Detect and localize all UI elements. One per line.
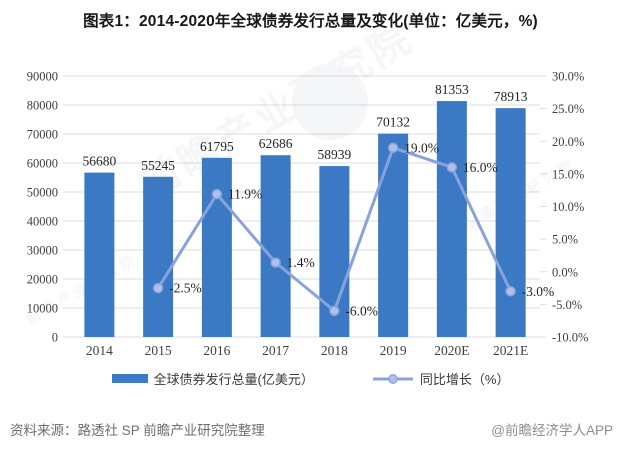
- bar-2017: [260, 155, 291, 337]
- x-axis-label: 2014: [86, 343, 113, 358]
- line-series-swatch: [372, 373, 413, 384]
- left-axis-label: 0: [52, 331, 58, 345]
- chart-legend: 全球债券发行总量(亿美元） 同比增长（%）: [0, 369, 621, 388]
- bar-value-label: 81353: [435, 82, 469, 97]
- right-axis-label: 30.0%: [552, 70, 584, 84]
- left-axis-label: 70000: [27, 128, 58, 142]
- line-point-label: -6.0%: [345, 303, 378, 318]
- x-axis-label: 2015: [145, 343, 172, 358]
- bar-value-label: 58939: [318, 147, 352, 162]
- bar-value-label: 78913: [494, 89, 528, 104]
- x-axis-label: 2019: [380, 343, 407, 358]
- right-axis-label: 20.0%: [552, 135, 584, 149]
- bar-value-label: 70132: [376, 115, 410, 130]
- right-axis-label: 10.0%: [552, 200, 584, 214]
- combo-chart: 0 10000 20000 30000 40000 50000 60000 70000 8000…: [24, 30, 589, 358]
- legend-label-line-series: 同比增长（%）: [419, 372, 510, 387]
- bar-2019: [378, 133, 409, 337]
- footer: 资料来源：路透社 SP 前瞻产业研究院整理 @前瞻经济学人APP: [10, 419, 613, 439]
- right-axis-label: 15.0%: [552, 167, 584, 181]
- line-point-label: 19.0%: [404, 140, 439, 155]
- left-axis-label: 10000: [27, 302, 58, 316]
- line-point-label: 16.0%: [463, 160, 498, 175]
- bar-value-label: 62686: [259, 136, 293, 151]
- left-axis-label: 90000: [27, 70, 58, 84]
- chart-title: 图表1：2014-2020年全球债券发行总量及变化(单位：亿美元，%): [83, 13, 538, 30]
- line-marker-2016: [211, 188, 223, 200]
- left-axis-label: 40000: [27, 215, 58, 229]
- bar-value-label: 61795: [200, 139, 234, 154]
- line-marker-2021E: [505, 286, 516, 297]
- bar-2014: [84, 172, 115, 337]
- x-axis-label: 2020E: [434, 343, 469, 358]
- x-axis-label: 2018: [321, 343, 348, 358]
- line-point-label: -3.0%: [522, 284, 555, 299]
- line-marker-2020E: [446, 162, 458, 173]
- right-axis-label: -10.0%: [552, 331, 588, 345]
- right-axis-label: 25.0%: [552, 102, 584, 116]
- x-axis-label: 2016: [203, 343, 230, 358]
- bar-2016: [201, 157, 232, 337]
- line-point-label: 1.4%: [287, 255, 315, 270]
- x-axis-label: 2021E: [493, 343, 528, 358]
- x-axis-label: 2017: [262, 343, 289, 358]
- right-axis-label: 5.0%: [552, 233, 578, 247]
- brand-text: @前瞻经济学人APP: [491, 423, 613, 438]
- bar-value-label: 55245: [141, 158, 175, 173]
- line-marker-2017: [270, 257, 281, 268]
- bar-value-label: 56680: [83, 154, 117, 169]
- data-source-text: 资料来源：路透社 SP 前瞻产业研究院整理: [10, 423, 265, 438]
- left-axis-label: 50000: [27, 186, 58, 200]
- line-marker-2015: [152, 282, 164, 294]
- watermark-text: 前瞻产业研究院: [24, 251, 142, 329]
- line-point-label: 11.9%: [228, 187, 262, 202]
- line-marker-2018: [329, 305, 340, 317]
- right-axis-label: 0.0%: [552, 265, 578, 279]
- legend-label-bar-series: 全球债券发行总量(亿美元）: [153, 372, 314, 387]
- bar-series-swatch: [111, 374, 148, 383]
- right-axis-label: -5.0%: [552, 298, 582, 312]
- left-axis-label: 80000: [27, 99, 58, 113]
- bar-2015: [143, 176, 174, 337]
- left-axis-label: 20000: [27, 273, 58, 287]
- left-axis-label: 30000: [27, 244, 58, 258]
- left-axis-label: 60000: [27, 157, 58, 171]
- legend-item-line-series: 同比增长（%）: [372, 369, 510, 388]
- line-point-label: -2.5%: [169, 281, 202, 296]
- line-marker-2019: [387, 142, 399, 154]
- bar-2020E: [436, 101, 467, 338]
- legend-item-bar-series: 全球债券发行总量(亿美元）: [111, 369, 314, 388]
- bar-2021E: [495, 108, 526, 337]
